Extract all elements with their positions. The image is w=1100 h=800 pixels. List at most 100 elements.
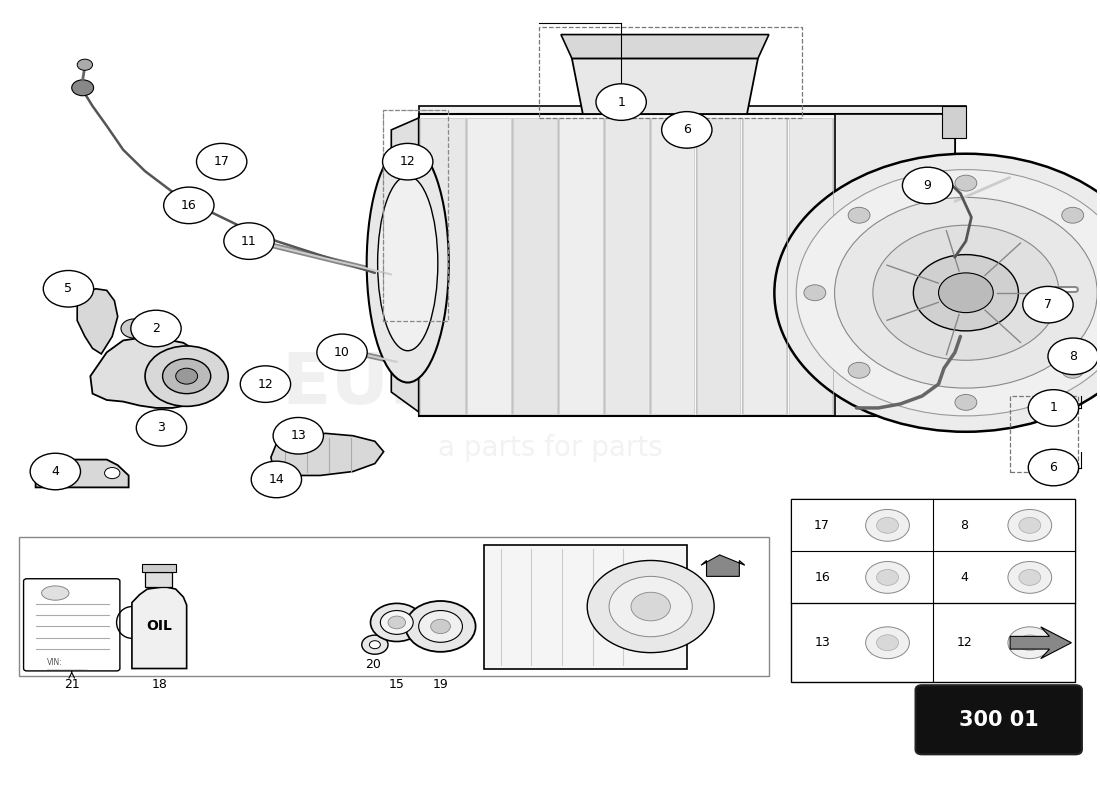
Circle shape <box>804 285 826 301</box>
Bar <box>19 538 769 677</box>
Text: 12: 12 <box>399 155 416 168</box>
Polygon shape <box>419 114 955 416</box>
Polygon shape <box>696 118 740 414</box>
Text: 15: 15 <box>388 678 405 691</box>
Text: 12: 12 <box>957 636 972 650</box>
Ellipse shape <box>377 176 438 350</box>
Circle shape <box>197 143 246 180</box>
Polygon shape <box>90 337 217 408</box>
Circle shape <box>121 319 147 338</box>
Circle shape <box>866 510 910 542</box>
Polygon shape <box>419 106 966 114</box>
Text: 1: 1 <box>1049 402 1057 414</box>
Circle shape <box>370 641 381 649</box>
Circle shape <box>136 410 187 446</box>
Circle shape <box>835 198 1097 388</box>
Circle shape <box>1048 338 1098 374</box>
Polygon shape <box>392 118 419 412</box>
Text: 1: 1 <box>617 95 625 109</box>
Polygon shape <box>835 114 955 416</box>
Circle shape <box>77 59 92 70</box>
Bar <box>145 572 173 586</box>
Circle shape <box>164 187 215 224</box>
Text: 8: 8 <box>960 519 968 532</box>
Circle shape <box>774 154 1100 432</box>
Circle shape <box>251 461 301 498</box>
Circle shape <box>383 143 433 180</box>
FancyBboxPatch shape <box>23 578 120 671</box>
Bar <box>142 565 176 572</box>
Circle shape <box>131 310 182 346</box>
Circle shape <box>913 254 1019 331</box>
Circle shape <box>955 394 977 410</box>
Polygon shape <box>789 118 833 414</box>
Circle shape <box>1019 570 1041 586</box>
Circle shape <box>388 616 406 629</box>
Text: 2015: 2015 <box>927 306 1004 335</box>
Circle shape <box>587 561 714 653</box>
Circle shape <box>938 273 993 313</box>
Text: 10: 10 <box>334 346 350 359</box>
Circle shape <box>877 570 899 586</box>
Text: OIL: OIL <box>146 619 173 634</box>
Polygon shape <box>35 459 129 487</box>
Ellipse shape <box>366 144 449 382</box>
Polygon shape <box>651 118 694 414</box>
Circle shape <box>955 175 977 191</box>
Bar <box>791 499 1076 603</box>
FancyBboxPatch shape <box>915 686 1082 754</box>
Circle shape <box>41 467 56 478</box>
Circle shape <box>848 362 870 378</box>
Circle shape <box>1019 634 1041 650</box>
Circle shape <box>72 80 94 96</box>
Circle shape <box>1062 207 1084 223</box>
Circle shape <box>1062 362 1084 378</box>
Circle shape <box>1019 518 1041 534</box>
Text: 4: 4 <box>52 465 59 478</box>
Text: a parts for parts: a parts for parts <box>438 434 662 462</box>
Circle shape <box>371 603 424 642</box>
Circle shape <box>176 368 198 384</box>
Ellipse shape <box>42 586 69 600</box>
Circle shape <box>43 270 94 307</box>
Text: 4: 4 <box>960 571 968 584</box>
Circle shape <box>362 635 388 654</box>
Text: 16: 16 <box>814 571 830 584</box>
Bar <box>791 499 1076 682</box>
Circle shape <box>224 223 274 259</box>
Text: 20: 20 <box>365 658 381 671</box>
Polygon shape <box>513 118 557 414</box>
Circle shape <box>866 562 910 594</box>
Text: 12: 12 <box>257 378 273 390</box>
Polygon shape <box>561 34 769 58</box>
Text: 300 01: 300 01 <box>959 710 1038 730</box>
Polygon shape <box>420 118 464 414</box>
Text: 7: 7 <box>1044 298 1052 311</box>
Circle shape <box>1028 450 1079 486</box>
Circle shape <box>381 610 414 634</box>
Circle shape <box>866 627 910 658</box>
Circle shape <box>596 84 647 120</box>
Text: 9: 9 <box>924 179 932 192</box>
Polygon shape <box>132 586 187 669</box>
Circle shape <box>273 418 323 454</box>
Bar <box>942 106 966 138</box>
Circle shape <box>419 610 462 642</box>
Circle shape <box>1023 286 1074 323</box>
Polygon shape <box>605 118 649 414</box>
Text: 16: 16 <box>182 199 197 212</box>
Polygon shape <box>1010 627 1071 658</box>
Circle shape <box>104 467 120 478</box>
Circle shape <box>796 170 1100 416</box>
Circle shape <box>877 634 899 650</box>
Circle shape <box>848 207 870 223</box>
Circle shape <box>877 518 899 534</box>
Circle shape <box>873 226 1059 360</box>
Circle shape <box>317 334 367 370</box>
Polygon shape <box>701 555 745 576</box>
Circle shape <box>30 454 80 490</box>
Polygon shape <box>271 434 384 475</box>
Circle shape <box>902 167 953 204</box>
Text: 6: 6 <box>1049 461 1057 474</box>
Circle shape <box>163 358 211 394</box>
